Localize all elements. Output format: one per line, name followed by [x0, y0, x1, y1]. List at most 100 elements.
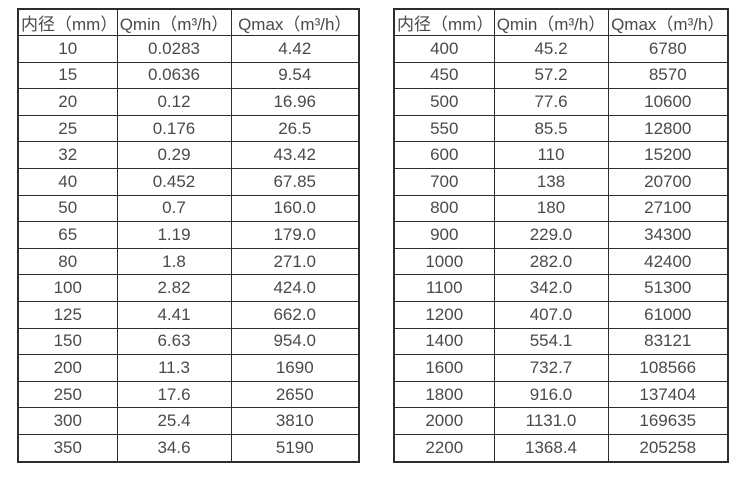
table-cell: 0.29 — [116, 141, 232, 169]
table-cell: 600 — [393, 141, 495, 169]
table-cell: 8570 — [607, 61, 729, 90]
table-cell: 50 — [17, 194, 118, 223]
small-diameter-flow-table: 内径（mm） Qmin（m³/h） Qmax（m³/h） 10 0.0283 4.42 1… — [17, 8, 360, 463]
column-header: 内径（mm） — [17, 8, 118, 36]
table-cell: 51300 — [607, 274, 729, 302]
table-row: 900 229.0 34300 — [393, 221, 729, 249]
column-header: Qmax（m³/h） — [230, 8, 360, 36]
table-cell: 15200 — [607, 141, 729, 169]
table-cell: 407.0 — [493, 300, 609, 329]
table-cell: 400 — [393, 35, 495, 63]
table-cell: 0.0283 — [116, 35, 232, 63]
table-cell: 2650 — [230, 380, 360, 409]
table-header: 内径（mm） Qmin（m³/h） Qmax（m³/h） — [393, 8, 729, 36]
table-cell: 26.5 — [230, 114, 360, 143]
table-cell: 77.6 — [493, 88, 609, 116]
table-cell: 45.2 — [493, 35, 609, 63]
table-cell: 110 — [493, 141, 609, 169]
table-header: 内径（mm） Qmin（m³/h） Qmax（m³/h） — [17, 8, 360, 36]
table-cell: 12800 — [607, 114, 729, 143]
table-row: 200 11.3 1690 — [17, 354, 360, 382]
table-cell: 6780 — [607, 35, 729, 63]
table-cell: 32 — [17, 141, 118, 169]
table-cell: 16.96 — [230, 88, 360, 116]
table-row: 700 138 20700 — [393, 167, 729, 196]
table-cell: 1800 — [393, 380, 495, 409]
table-row: 10 0.0283 4.42 — [17, 35, 360, 63]
table-cell: 550 — [393, 114, 495, 143]
table-row: 65 1.19 179.0 — [17, 221, 360, 249]
table-row: 1800 916.0 137404 — [393, 380, 729, 409]
table-row: 125 4.41 662.0 — [17, 300, 360, 329]
table-row: 250 17.6 2650 — [17, 380, 360, 409]
table-row: 1200 407.0 61000 — [393, 300, 729, 329]
table-cell: 900 — [393, 221, 495, 249]
table-cell: 4.41 — [116, 300, 232, 329]
header-row: 内径（mm） Qmin（m³/h） Qmax（m³/h） — [17, 8, 360, 36]
table-body: 10 0.0283 4.42 15 0.0636 9.54 20 0.12 16.96 25 0.1… — [17, 35, 360, 463]
table-cell: 137404 — [607, 380, 729, 409]
table-cell: 10 — [17, 35, 118, 63]
table-row: 350 34.6 5190 — [17, 433, 360, 463]
table-cell: 85.5 — [493, 114, 609, 143]
table-cell: 1100 — [393, 274, 495, 302]
table-cell: 65 — [17, 221, 118, 249]
column-header: Qmin（m³/h） — [116, 8, 232, 36]
table-cell: 25 — [17, 114, 118, 143]
table-cell: 4.42 — [230, 35, 360, 63]
table-cell: 1131.0 — [493, 407, 609, 435]
table-cell: 3810 — [230, 407, 360, 435]
table-cell: 25.4 — [116, 407, 232, 435]
table-cell: 40 — [17, 167, 118, 196]
table-row: 80 1.8 271.0 — [17, 247, 360, 276]
table-cell: 100 — [17, 274, 118, 302]
table-cell: 0.0636 — [116, 61, 232, 90]
table-row: 450 57.2 8570 — [393, 61, 729, 90]
table-cell: 1200 — [393, 300, 495, 329]
table-row: 20 0.12 16.96 — [17, 88, 360, 116]
table-cell: 1368.4 — [493, 433, 609, 463]
table-row: 50 0.7 160.0 — [17, 194, 360, 223]
table-cell: 0.452 — [116, 167, 232, 196]
table-cell: 61000 — [607, 300, 729, 329]
table-cell: 0.12 — [116, 88, 232, 116]
table-cell: 300 — [17, 407, 118, 435]
table-cell: 2200 — [393, 433, 495, 463]
table-row: 550 85.5 12800 — [393, 114, 729, 143]
column-header: 内径（mm） — [393, 8, 495, 36]
table-cell: 554.1 — [493, 327, 609, 356]
table-cell: 800 — [393, 194, 495, 223]
table-cell: 954.0 — [230, 327, 360, 356]
column-header: Qmin（m³/h） — [493, 8, 609, 36]
tables-container: 内径（mm） Qmin（m³/h） Qmax（m³/h） 10 0.0283 4.42 1… — [17, 8, 729, 463]
table-cell: 83121 — [607, 327, 729, 356]
table-cell: 6.63 — [116, 327, 232, 356]
table-cell: 160.0 — [230, 194, 360, 223]
table-cell: 732.7 — [493, 354, 609, 382]
table-cell: 1.8 — [116, 247, 232, 276]
table-cell: 125 — [17, 300, 118, 329]
table-cell: 205258 — [607, 433, 729, 463]
table-cell: 42400 — [607, 247, 729, 276]
table-body: 400 45.2 6780 450 57.2 8570 500 77.6 10600 550 85.… — [393, 35, 729, 463]
table-cell: 169635 — [607, 407, 729, 435]
table-cell: 1.19 — [116, 221, 232, 249]
table-cell: 180 — [493, 194, 609, 223]
table-cell: 138 — [493, 167, 609, 196]
table-cell: 662.0 — [230, 300, 360, 329]
table-cell: 34.6 — [116, 433, 232, 463]
table-row: 400 45.2 6780 — [393, 35, 729, 63]
table-cell: 1600 — [393, 354, 495, 382]
column-header: Qmax（m³/h） — [607, 8, 729, 36]
large-diameter-flow-table: 内径（mm） Qmin（m³/h） Qmax（m³/h） 400 45.2 6780 45… — [393, 8, 729, 463]
table-cell: 10600 — [607, 88, 729, 116]
table-row: 600 110 15200 — [393, 141, 729, 169]
table-cell: 250 — [17, 380, 118, 409]
table-cell: 1400 — [393, 327, 495, 356]
table-cell: 5190 — [230, 433, 360, 463]
table-cell: 1690 — [230, 354, 360, 382]
table-cell: 450 — [393, 61, 495, 90]
table-cell: 150 — [17, 327, 118, 356]
table-row: 100 2.82 424.0 — [17, 274, 360, 302]
table-cell: 229.0 — [493, 221, 609, 249]
